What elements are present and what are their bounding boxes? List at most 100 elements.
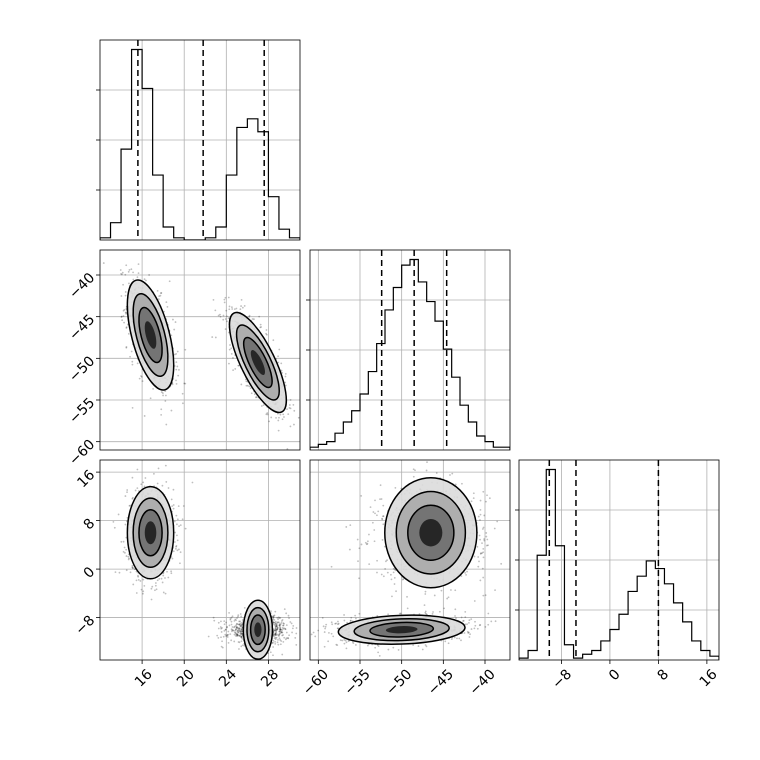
- scatter-point: [246, 384, 249, 387]
- scatter-point: [238, 634, 241, 637]
- scatter-point: [286, 408, 288, 411]
- scatter-point: [278, 416, 280, 419]
- scatter-point: [150, 587, 153, 590]
- scatter-point: [182, 505, 185, 507]
- scatter-point: [122, 283, 124, 286]
- scatter-point: [358, 547, 361, 550]
- scatter-point: [511, 519, 513, 521]
- scatter-point: [122, 550, 125, 553]
- scatter-point: [336, 627, 339, 630]
- scatter-point: [381, 517, 383, 520]
- scatter-point: [481, 552, 483, 554]
- scatter-point: [391, 595, 393, 598]
- scatter-point: [390, 573, 392, 576]
- scatter-point: [292, 625, 295, 627]
- scatter-point: [121, 271, 124, 274]
- scatter-point: [155, 588, 158, 591]
- scatter-point: [479, 499, 482, 502]
- scatter-point: [289, 621, 292, 623]
- scatter-point: [220, 631, 223, 633]
- grid-lines: [310, 250, 510, 450]
- scatter-point: [271, 641, 274, 644]
- scatter-point: [240, 630, 243, 632]
- scatter-point: [154, 589, 156, 592]
- scatter-point: [164, 592, 167, 595]
- scatter-point: [477, 515, 480, 518]
- scatter-point: [382, 515, 385, 517]
- scatter-point: [174, 547, 177, 550]
- scatter-point: [181, 518, 184, 521]
- scatter-point: [170, 498, 173, 501]
- scatter-point: [366, 542, 369, 545]
- scatter-point: [178, 525, 180, 528]
- scatter-point: [275, 625, 278, 628]
- scatter-point: [496, 520, 499, 523]
- scatter-point: [225, 315, 228, 318]
- scatter-point: [265, 413, 268, 416]
- scatter-point: [120, 315, 123, 318]
- scatter-point: [120, 272, 122, 275]
- scatter-point: [274, 629, 276, 632]
- scatter-point: [488, 497, 491, 500]
- scatter-point: [262, 404, 265, 407]
- scatter-point: [239, 613, 242, 615]
- scatter-point: [216, 634, 219, 637]
- scatter-point: [482, 594, 485, 597]
- grid-lines: [100, 40, 300, 240]
- scatter-point: [274, 628, 277, 630]
- scatter-point: [394, 486, 397, 489]
- scatter-point: [470, 500, 473, 503]
- scatter-point: [289, 425, 292, 428]
- scatter-point: [229, 618, 232, 621]
- scatter-point: [352, 642, 355, 645]
- scatter-point: [281, 371, 284, 374]
- scatter-point: [374, 512, 376, 515]
- scatter-point: [384, 567, 387, 570]
- scatter-point: [294, 637, 297, 639]
- scatter-point: [235, 622, 238, 625]
- scatter-point: [258, 315, 261, 318]
- scatter-point: [217, 637, 220, 639]
- scatter-point: [132, 567, 134, 570]
- scatter-point: [368, 533, 370, 536]
- scatter-point: [283, 636, 286, 639]
- scatter-point: [167, 576, 170, 579]
- scatter-point: [275, 623, 278, 626]
- scatter-point: [278, 625, 281, 628]
- scatter-point: [243, 305, 246, 307]
- scatter-point: [240, 305, 242, 307]
- scatter-point: [249, 387, 252, 390]
- contour-line: [138, 508, 163, 557]
- scatter-point: [124, 523, 127, 526]
- scatter-point: [291, 627, 294, 630]
- scatter-point: [125, 311, 128, 314]
- scatter-point: [284, 375, 287, 378]
- scatter-point: [217, 627, 220, 630]
- scatter-point: [255, 396, 258, 398]
- scatter-point: [225, 621, 228, 624]
- scatter-point: [214, 309, 217, 312]
- scatter-point: [293, 409, 296, 412]
- scatter-point: [152, 387, 154, 390]
- scatter-point: [381, 539, 384, 541]
- scatter-point: [284, 372, 287, 375]
- scatter-point: [279, 623, 282, 626]
- scatter-point: [234, 368, 237, 370]
- scatter-point: [330, 565, 333, 568]
- scatter-point: [447, 596, 450, 599]
- scatter-point: [220, 627, 223, 630]
- scatter-point: [479, 519, 481, 521]
- scatter-point: [160, 391, 163, 393]
- scatter-point: [276, 412, 279, 415]
- scatter-point: [248, 314, 251, 317]
- scatter-point: [454, 589, 457, 592]
- scatter-point: [482, 490, 485, 493]
- scatter-point: [327, 640, 330, 643]
- scatter-point: [276, 616, 279, 619]
- scatter-point: [125, 326, 128, 329]
- scatter-point: [172, 550, 175, 553]
- scatter-point: [278, 621, 280, 624]
- scatter-point: [460, 616, 463, 619]
- scatter-point: [121, 319, 124, 322]
- scatter-point: [234, 618, 237, 621]
